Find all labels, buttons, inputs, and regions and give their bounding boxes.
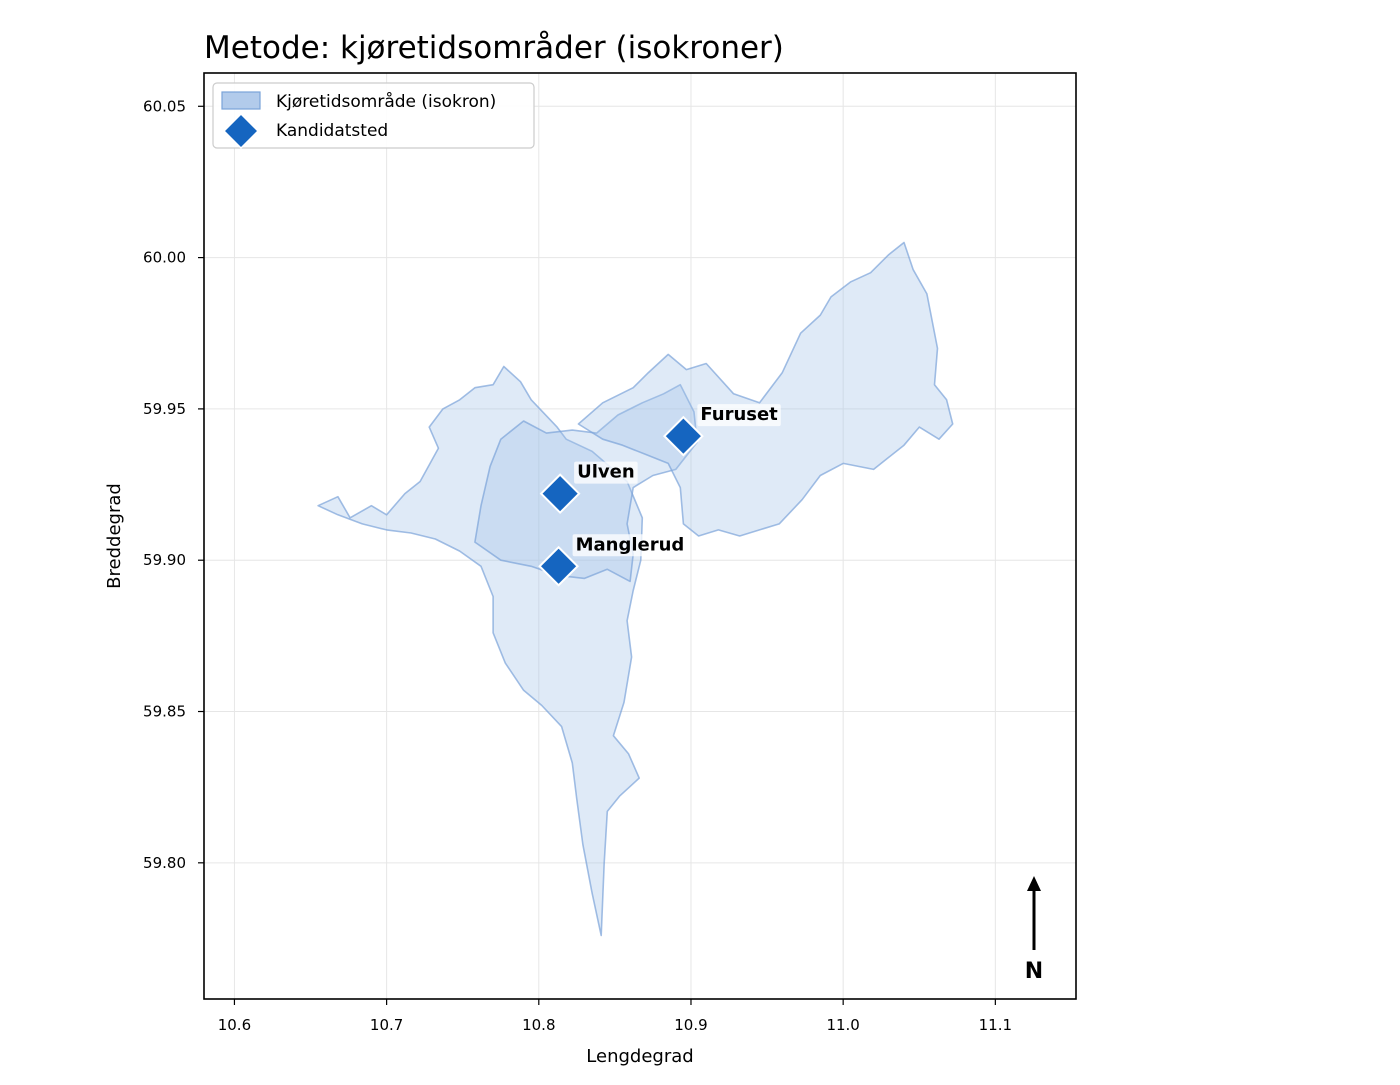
candidate-label-bg: [697, 404, 781, 427]
grid: [204, 73, 1076, 999]
y-tick-label: 59.95: [143, 400, 186, 418]
x-axis-label: Lengdegrad: [586, 1046, 693, 1067]
legend-label-candidate: Kandidatsted: [276, 121, 388, 141]
y-tick-label: 59.85: [143, 703, 186, 721]
x-tick-label: 11.1: [979, 1016, 1012, 1034]
legend-marker-diamond: [222, 112, 260, 150]
candidate-marker-manglerud: [538, 545, 579, 587]
legend-patch-isochrone: [221, 91, 261, 110]
north-arrow-head-icon: [1027, 876, 1041, 891]
y-tick-label: 60.00: [143, 249, 186, 267]
x-tick-label: 10.6: [218, 1016, 251, 1034]
chart-title: Metode: kjøretidsområder (isokroner): [204, 30, 784, 66]
x-tick-label: 10.8: [522, 1016, 555, 1034]
north-arrow: N: [1025, 876, 1043, 984]
y-tick-label: 59.90: [143, 551, 186, 569]
x-tick-label: 10.7: [370, 1016, 403, 1034]
x-tick-label: 10.9: [674, 1016, 707, 1034]
legend-label-isochrone: Kjøretidsområde (isokron): [276, 91, 496, 112]
candidate-marker-ulven: [539, 473, 581, 515]
y-tick-label: 60.05: [143, 97, 186, 115]
isochrone-area-furuset: [577, 241, 954, 537]
candidate-label-furuset: Furuset: [700, 404, 778, 425]
x-axis: 10.6 10.7 10.8 10.9 11.0 11.1: [218, 999, 1012, 1034]
y-axis: 59.80 59.85 59.90 59.95 60.00 60.05: [143, 97, 204, 872]
x-tick-label: 11.0: [826, 1016, 859, 1034]
candidate-labels: Furuset Ulven Manglerud: [572, 404, 781, 557]
y-axis-label: Breddegrad: [104, 483, 125, 589]
candidate-label-manglerud: Manglerud: [576, 534, 685, 555]
candidate-label-ulven: Ulven: [577, 462, 635, 483]
legend: Kjøretidsområde (isokron) Kandidatsted: [212, 82, 535, 150]
north-arrow-label: N: [1025, 959, 1043, 984]
candidate-marker-furuset: [662, 415, 704, 457]
candidate-label-bg: [572, 534, 688, 557]
legend-box: [212, 82, 535, 149]
candidate-label-bg: [574, 461, 638, 484]
y-tick-label: 59.80: [143, 854, 186, 872]
plot-area: Furuset Ulven Manglerud: [203, 72, 1077, 1000]
plot-frame: [203, 72, 1077, 1000]
candidate-markers: [538, 415, 704, 587]
